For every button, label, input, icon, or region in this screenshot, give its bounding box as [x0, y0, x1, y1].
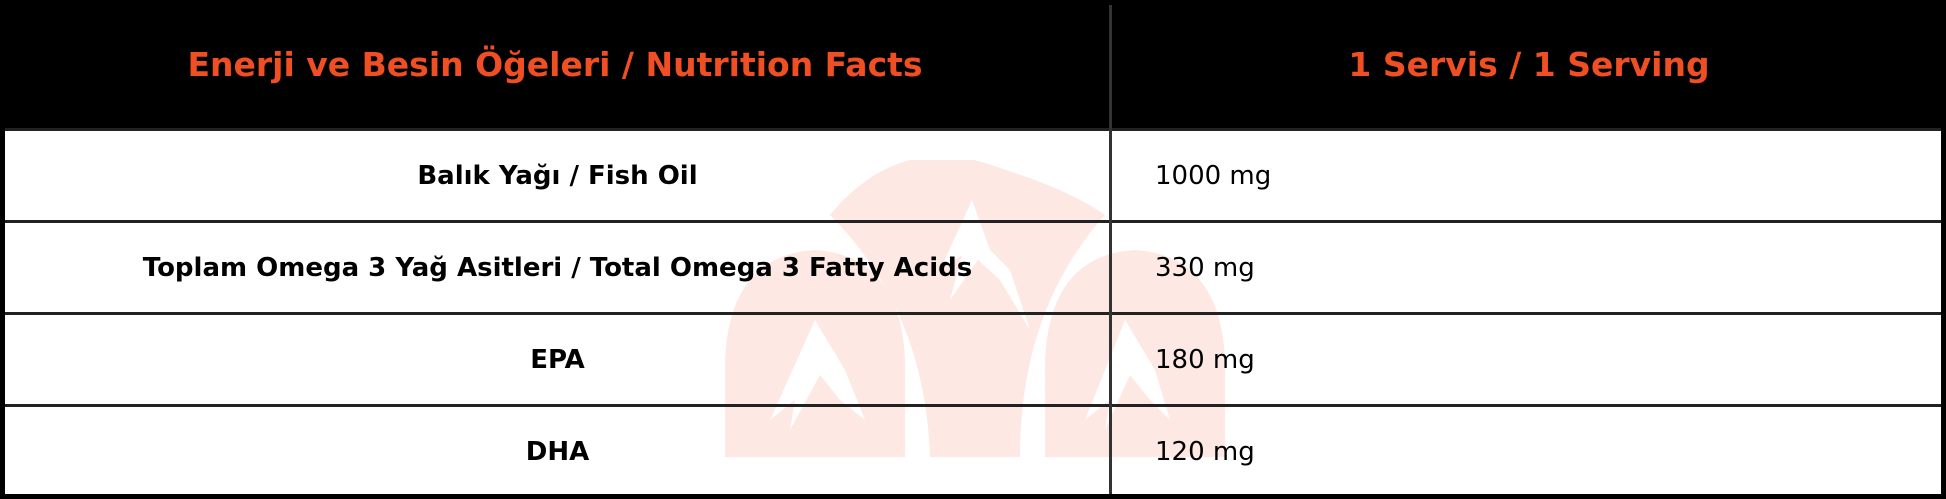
- table-row: Balık Yağı / Fish Oil 1000 mg: [0, 128, 1946, 220]
- table-row: DHA 120 mg: [0, 404, 1946, 496]
- nutrient-name: DHA: [525, 436, 590, 467]
- header-serving: 1 Servis / 1 Serving: [1348, 44, 1710, 84]
- nutrient-value: 330 mg: [1155, 252, 1255, 283]
- nutrient-name: EPA: [530, 344, 585, 375]
- column-divider: [1109, 5, 1112, 499]
- table-header: Enerji ve Besin Öğeleri / Nutrition Fact…: [0, 0, 1946, 128]
- nutrient-value: 120 mg: [1155, 436, 1255, 467]
- nutrient-value: 1000 mg: [1155, 160, 1272, 191]
- table-row: Toplam Omega 3 Yağ Asitleri / Total Omeg…: [0, 220, 1946, 312]
- nutrient-value: 180 mg: [1155, 344, 1255, 375]
- header-nutrition-facts: Enerji ve Besin Öğeleri / Nutrition Fact…: [187, 44, 923, 84]
- table-row: EPA 180 mg: [0, 312, 1946, 404]
- nutrient-name: Toplam Omega 3 Yağ Asitleri / Total Omeg…: [142, 252, 973, 283]
- nutrient-name: Balık Yağı / Fish Oil: [417, 160, 698, 191]
